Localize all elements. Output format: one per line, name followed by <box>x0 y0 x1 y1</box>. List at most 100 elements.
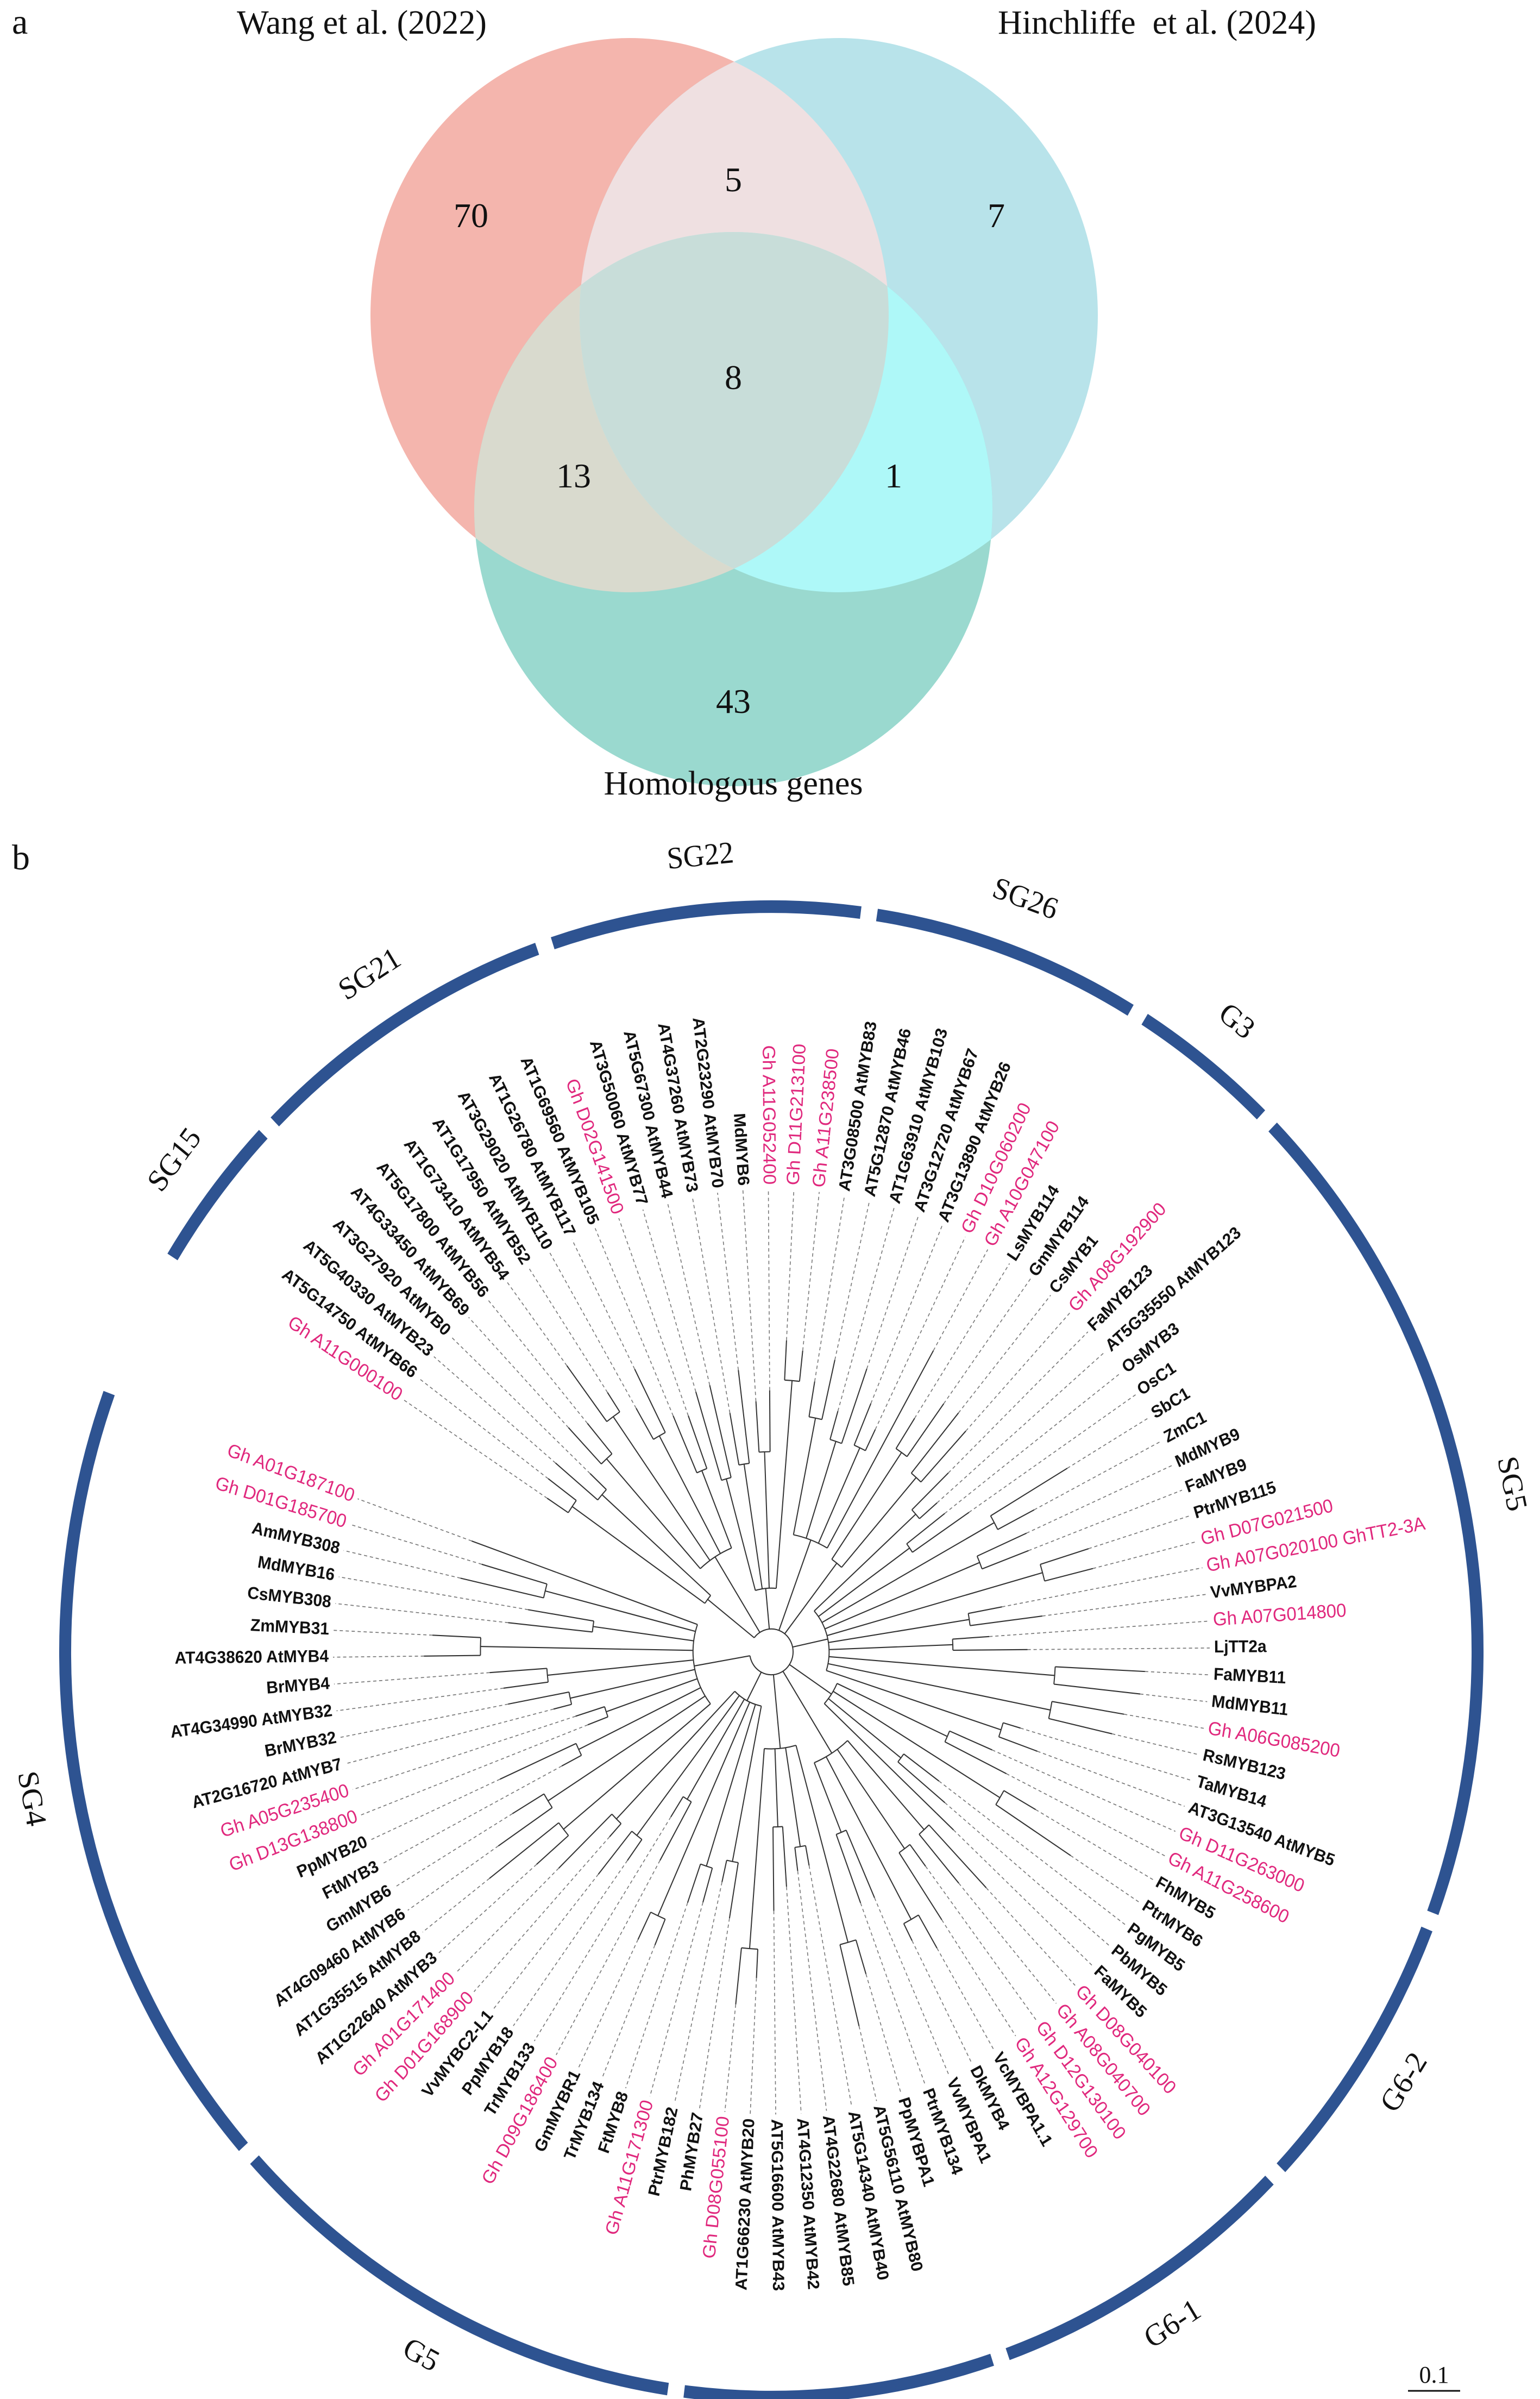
branch <box>995 1804 1071 1856</box>
clade-label: SG15 <box>141 1122 208 1198</box>
leaf-connector <box>450 1336 590 1474</box>
branch <box>695 1392 722 1481</box>
leaf-connector <box>578 1939 639 2068</box>
branch <box>841 1477 917 1568</box>
branch <box>977 1532 1027 1557</box>
branch <box>694 1655 750 1667</box>
leaf-connector <box>786 1189 795 1341</box>
branch <box>508 1622 593 1633</box>
branch <box>634 1369 666 1433</box>
count-hinchliffe-homologous: 1 <box>885 456 902 495</box>
clade-arc <box>1005 2175 1274 2360</box>
leaf-connector <box>594 1228 674 1417</box>
branch <box>735 1947 742 2005</box>
leaf-label: Gh D11G213100 <box>783 1043 810 1186</box>
branch <box>833 1690 1001 1799</box>
branch <box>701 1470 732 1549</box>
branch <box>741 1947 758 1950</box>
leaf-label: FaMYB11 <box>1213 1664 1286 1687</box>
branch <box>508 1691 569 1705</box>
clade-arc <box>59 1390 248 2151</box>
clade-label: SG4 <box>11 1769 52 1829</box>
branch <box>706 1704 756 1866</box>
leaf-connector <box>837 1207 895 1412</box>
branch <box>489 1822 560 1879</box>
branch <box>650 1912 665 1920</box>
leaf-connector <box>513 1860 628 2026</box>
leaf-connector <box>338 1576 529 1611</box>
clade-arc <box>1277 1926 1432 2172</box>
set-title-wang: Wang et al. (2022) <box>237 4 487 41</box>
branch <box>1055 1666 1145 1673</box>
leaf-connector <box>361 1724 588 1815</box>
branch <box>821 1522 995 1623</box>
count-all-three: 8 <box>725 358 742 397</box>
leaf-label: AT4G12350 AtMYB42 <box>794 2117 823 2290</box>
branch <box>831 1452 902 1560</box>
leaf-connector <box>874 1897 950 2075</box>
leaf-connector <box>403 1399 548 1499</box>
branch <box>587 1716 608 1726</box>
leaf-label: AT5G16600 AtMYB43 <box>768 2119 788 2291</box>
leaf-connector <box>989 1620 1209 1637</box>
branch <box>855 1939 867 1975</box>
leaf-connector <box>1092 1541 1197 1569</box>
branch <box>818 1448 860 1544</box>
branch <box>756 1949 758 1978</box>
branch <box>545 1590 696 1632</box>
branch <box>898 1852 942 1920</box>
branch <box>778 1539 812 1631</box>
leaf-connector <box>1112 1733 1199 1756</box>
branch <box>746 1671 762 1701</box>
branch <box>601 1453 613 1464</box>
branch <box>432 1634 481 1638</box>
leaf-connector <box>958 1883 1057 2004</box>
branch <box>837 1749 906 1849</box>
branch <box>548 1695 706 1802</box>
branch <box>1052 1701 1124 1715</box>
branch <box>702 1868 713 1903</box>
leaf-connector <box>487 1299 588 1424</box>
leaf-connector <box>407 1845 499 1911</box>
panel-label-a: a <box>12 2 28 42</box>
branch <box>606 1411 620 1423</box>
branch <box>782 1826 787 1887</box>
leaf-connector <box>699 1918 730 2109</box>
branch <box>916 1350 934 1383</box>
branch <box>821 1360 835 1420</box>
leaf-connector <box>556 1860 661 2056</box>
branch <box>903 1753 940 1782</box>
branch <box>982 1550 1029 1570</box>
branch <box>814 1513 916 1612</box>
branch <box>732 1706 762 1862</box>
leaf-connector <box>370 1778 500 1840</box>
branch <box>536 1835 569 1865</box>
branch <box>558 1822 569 1836</box>
leaf-connector <box>773 1911 776 2115</box>
branch <box>749 1748 765 1949</box>
leaf-connector <box>601 1945 656 2079</box>
branch <box>729 1413 740 1465</box>
branch <box>670 1796 684 1818</box>
leaf-connector <box>507 1282 568 1366</box>
branch <box>917 1914 938 1949</box>
branch <box>967 1613 971 1626</box>
leaf-connector <box>1140 1693 1208 1702</box>
branch <box>578 1687 701 1750</box>
branch <box>707 1599 755 1638</box>
leaf-connector <box>866 1216 919 1369</box>
branch <box>785 1747 801 1847</box>
branch <box>784 1379 800 1382</box>
branch <box>571 1506 706 1604</box>
leaf-connector <box>340 1703 508 1738</box>
leaf-connector <box>948 1331 1089 1474</box>
leaf-label: MdMYB11 <box>1211 1691 1290 1719</box>
branch <box>828 1698 902 1759</box>
count-hinchliffe-only: 7 <box>988 196 1005 235</box>
branch <box>897 1761 946 1803</box>
count-wang-hinchliffe: 5 <box>725 160 742 199</box>
branch <box>631 1831 643 1840</box>
leaf-connector <box>333 1630 433 1636</box>
branch <box>563 1703 711 1830</box>
leaf-connector <box>642 1209 696 1392</box>
